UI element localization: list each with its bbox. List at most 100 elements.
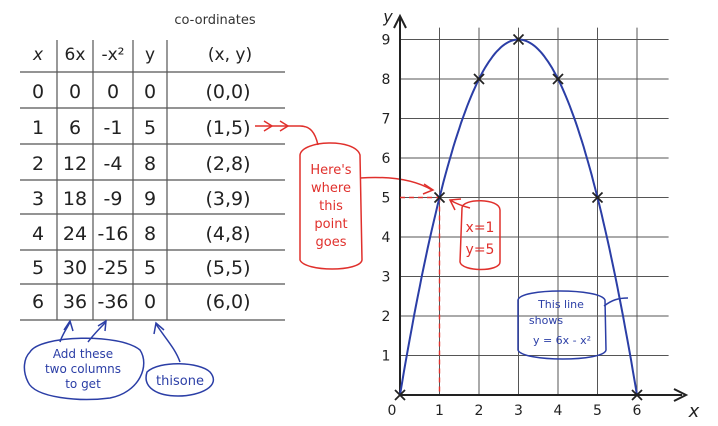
x-axis-label: x	[688, 401, 700, 422]
cross-stroke	[631, 389, 643, 401]
arrow-to-y-column	[155, 323, 181, 363]
add-columns-note: Add these two columns to get	[23, 319, 145, 401]
svg-text:3: 3	[32, 188, 44, 210]
this-one-note: thisone	[145, 321, 215, 397]
header-minus-x-squared: -x²	[101, 45, 124, 65]
table-row: 2 12 -4 8 (2,8)	[32, 153, 251, 175]
data-point-marker	[552, 73, 564, 85]
svg-text:0: 0	[144, 81, 156, 103]
svg-text:(6,0): (6,0)	[205, 291, 250, 313]
svg-text:6: 6	[32, 291, 44, 313]
arrow-head-icon	[448, 198, 462, 211]
header-y: y	[145, 45, 155, 65]
arrow-head-icon	[263, 120, 274, 132]
x-tick-label: 2	[475, 403, 484, 419]
callout-line-2: where	[311, 181, 351, 196]
arrow-head-icon	[153, 321, 165, 335]
header-x: x	[32, 45, 44, 65]
table-row: 6 36 -36 0 (6,0)	[32, 291, 251, 313]
svg-text:(3,9): (3,9)	[205, 188, 250, 210]
cross-stroke	[473, 73, 485, 85]
arrow-to-point-small	[449, 199, 471, 209]
callout-line-4: point	[314, 217, 347, 232]
y-tick-label: 1	[382, 349, 391, 365]
data-point-marker	[591, 191, 604, 204]
point-x-value: x=1	[466, 220, 495, 236]
svg-text:0: 0	[107, 81, 119, 103]
y-tick-label: 3	[382, 270, 391, 286]
cross-stroke	[591, 191, 604, 204]
coordinates-table: co-ordinates x 6x -x² y (x, y)	[20, 13, 285, 321]
y-axis-arrow-icon	[393, 13, 407, 29]
table-row: 0 0 0 0 (0,0)	[32, 81, 251, 103]
x-tick-label: 1	[435, 403, 444, 419]
graph: 0 1 2 3 4 5 6 1 2 3 4 5 6 7 8 9 y x x=1 y=5 This line s…	[382, 7, 700, 422]
y-axis-label: y	[382, 7, 393, 26]
svg-text:8: 8	[144, 223, 156, 245]
line-note-line-2: shows	[529, 314, 563, 327]
x-axis-arrow-icon	[673, 388, 689, 402]
arrow-to-6x-column	[59, 321, 71, 343]
svg-text:1: 1	[32, 117, 44, 139]
svg-text:12: 12	[63, 153, 87, 175]
x-tick-label: 3	[514, 403, 523, 419]
svg-text:(2,8): (2,8)	[205, 153, 250, 175]
arrow-to-point	[359, 176, 433, 191]
this-one-bubble	[145, 363, 215, 397]
table-row: 5 30 -25 5 (5,5)	[32, 257, 251, 279]
table-row: 3 18 -9 9 (3,9)	[32, 188, 251, 210]
cross-stroke	[552, 73, 564, 85]
data-point-marker	[433, 191, 446, 204]
point-y-value: y=5	[466, 242, 495, 258]
data-point-marker	[473, 73, 485, 85]
arrow-head-icon	[97, 319, 107, 332]
svg-text:-4: -4	[104, 153, 123, 175]
svg-text:4: 4	[32, 223, 44, 245]
svg-text:-9: -9	[104, 188, 123, 210]
svg-text:5: 5	[32, 257, 44, 279]
line-note-equation: y = 6x - x²	[533, 334, 591, 347]
arrow-head-icon	[63, 319, 74, 332]
svg-text:(1,5): (1,5)	[205, 117, 250, 139]
table-heading: co-ordinates	[174, 13, 256, 28]
y-tick-label: 4	[382, 230, 391, 246]
svg-text:5: 5	[144, 117, 156, 139]
point-values-box: x=1 y=5	[448, 198, 501, 271]
svg-text:8: 8	[144, 153, 156, 175]
y-tick-label: 7	[382, 112, 391, 128]
table-row: 1 6 -1 5 (1,5)	[32, 117, 251, 139]
y-tick-label: 9	[382, 33, 391, 49]
svg-text:0: 0	[32, 81, 44, 103]
arrow-from-coordinate	[255, 125, 319, 146]
this-one-label: thisone	[156, 374, 204, 389]
line-note-bubble	[517, 290, 607, 360]
table-grid	[20, 40, 285, 321]
point-values-bubble	[459, 200, 501, 271]
x-tick-label: 4	[554, 403, 563, 419]
svg-text:-25: -25	[97, 257, 128, 279]
callout-line-3: this	[319, 199, 343, 214]
point-callout-bubble	[299, 142, 363, 270]
x-tick-label: 6	[633, 403, 642, 419]
header-xy: (x, y)	[208, 45, 252, 65]
svg-text:(0,0): (0,0)	[205, 81, 250, 103]
data-point-marker	[631, 389, 643, 401]
graph-axes	[393, 13, 689, 402]
cross-stroke	[433, 191, 446, 204]
add-columns-line-2: two columns	[45, 362, 121, 376]
svg-text:-1: -1	[104, 117, 123, 139]
y-tick-label: 6	[382, 151, 391, 167]
svg-text:5: 5	[144, 257, 156, 279]
graph-tick-labels: 0 1 2 3 4 5 6 1 2 3 4 5 6 7 8 9	[382, 33, 642, 420]
line-equation-note: This line shows y = 6x - x²	[517, 290, 629, 360]
add-columns-line-3: to get	[65, 377, 101, 391]
svg-text:-16: -16	[97, 223, 128, 245]
data-point-marker	[512, 33, 525, 46]
table-body: 0 0 0 0 (0,0) 1 6 -1 5 (1,5) 2 12 -4 8 (…	[32, 81, 251, 313]
line-note-line-1: This line	[537, 298, 584, 311]
point-guide-lines	[400, 196, 441, 395]
data-point-marker	[394, 389, 406, 401]
svg-text:(4,8): (4,8)	[205, 223, 250, 245]
add-columns-line-1: Add these	[53, 347, 113, 361]
svg-text:36: 36	[63, 291, 87, 313]
